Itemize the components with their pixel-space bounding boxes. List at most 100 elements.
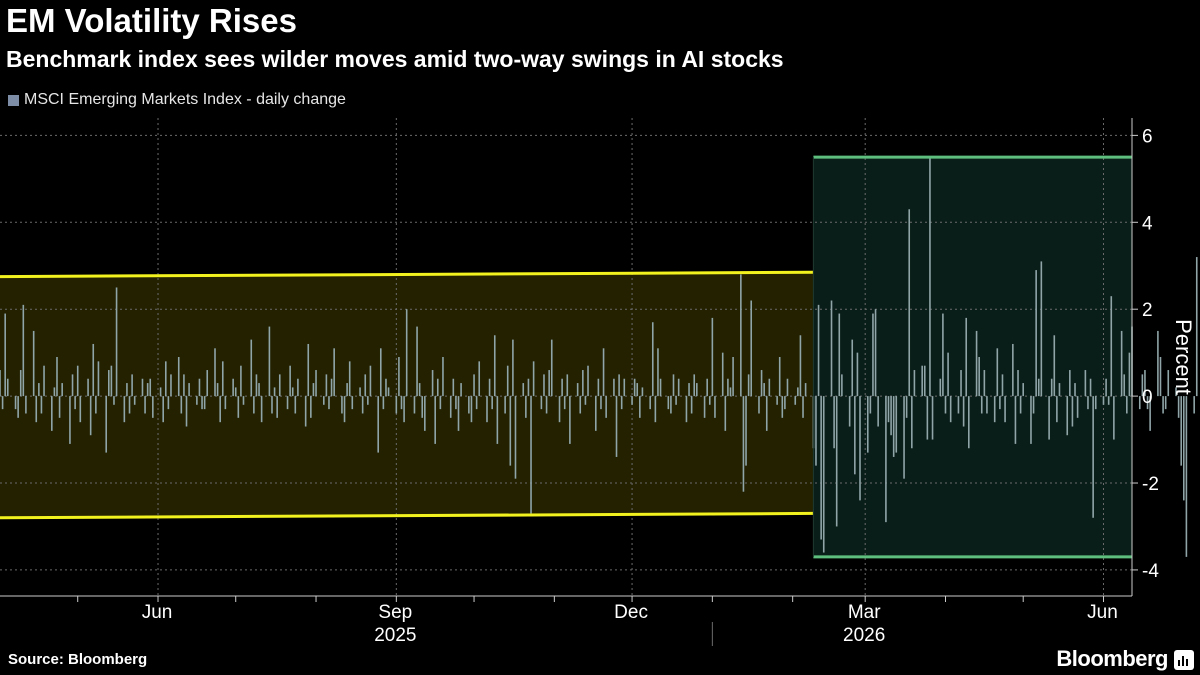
bar (416, 326, 418, 397)
bar (369, 365, 372, 397)
bar (1113, 396, 1115, 440)
bar (543, 374, 545, 397)
legend-label: MSCI Emerging Markets Index - daily chan… (24, 91, 346, 108)
bar (1040, 261, 1043, 397)
bar (750, 300, 753, 397)
bar (996, 348, 999, 397)
bar (545, 396, 548, 414)
bar (747, 374, 750, 397)
bar (605, 396, 607, 418)
bar (856, 352, 859, 397)
bar (1074, 383, 1076, 397)
bar (260, 396, 263, 423)
bar (198, 378, 201, 397)
bar (297, 378, 299, 397)
bar (348, 361, 351, 397)
x-tick-label: Sep (378, 602, 412, 623)
bar (6, 378, 9, 397)
bar (522, 383, 525, 397)
bar (763, 383, 765, 397)
bar (486, 396, 488, 423)
bar (960, 370, 962, 397)
bar (32, 330, 35, 397)
bar (688, 383, 690, 397)
bar (79, 396, 82, 423)
bar (548, 370, 550, 397)
bar (968, 396, 970, 449)
bar (631, 396, 633, 405)
bar (196, 396, 198, 405)
bar (675, 396, 677, 405)
grid (0, 118, 1132, 596)
bar (830, 300, 833, 397)
bar (913, 370, 916, 397)
bar (659, 378, 662, 397)
bar (703, 396, 706, 418)
bar (802, 396, 804, 418)
bar (1120, 330, 1123, 397)
bar (558, 396, 561, 423)
bar (1087, 396, 1089, 410)
bar (550, 339, 553, 397)
bar (291, 387, 294, 397)
bar (579, 396, 582, 414)
bar (493, 335, 496, 397)
bar (97, 361, 100, 397)
bar (1110, 296, 1113, 397)
bar (506, 365, 509, 397)
bar (693, 374, 696, 397)
bar (1128, 352, 1131, 397)
bar (711, 317, 714, 397)
bar (939, 378, 942, 397)
bar (1123, 374, 1126, 397)
bar (294, 396, 297, 414)
bar (975, 330, 978, 397)
bar (566, 374, 569, 397)
bar (685, 396, 688, 423)
bar (113, 396, 115, 405)
bar (672, 374, 675, 397)
bar (639, 396, 641, 418)
bar (724, 396, 727, 431)
y-tick-label: -2 (1142, 474, 1159, 495)
bar (781, 396, 784, 418)
chart-subtitle: Benchmark index sees wilder moves amid t… (6, 46, 784, 72)
bar (53, 387, 56, 397)
bar (999, 396, 1001, 410)
bar (532, 361, 535, 397)
bar (58, 396, 61, 418)
bar (651, 322, 654, 397)
bar (385, 378, 387, 397)
bar (232, 378, 234, 397)
bar (278, 374, 281, 397)
bar (1167, 370, 1170, 397)
bar (379, 348, 382, 397)
bar (885, 396, 887, 523)
bar (403, 396, 405, 423)
bar (833, 396, 835, 449)
bar (1149, 396, 1151, 431)
bar (14, 396, 17, 410)
bar (359, 387, 361, 397)
bar (804, 383, 807, 397)
bar (1069, 370, 1071, 397)
bar (180, 396, 183, 414)
bar (203, 396, 206, 410)
bar (1032, 396, 1035, 414)
bar (224, 396, 227, 410)
bar (1019, 396, 1022, 414)
bar (19, 370, 22, 397)
bar (841, 374, 843, 397)
bar (600, 396, 602, 410)
bar (325, 374, 328, 397)
bar (602, 348, 605, 397)
bar (931, 396, 934, 440)
bar (670, 396, 672, 414)
bar (460, 383, 462, 397)
bar (312, 383, 315, 397)
bar (1146, 396, 1149, 410)
bar (131, 374, 133, 397)
green-band (813, 157, 1132, 557)
bar (35, 396, 38, 423)
x-tick-label: Dec (614, 602, 648, 623)
